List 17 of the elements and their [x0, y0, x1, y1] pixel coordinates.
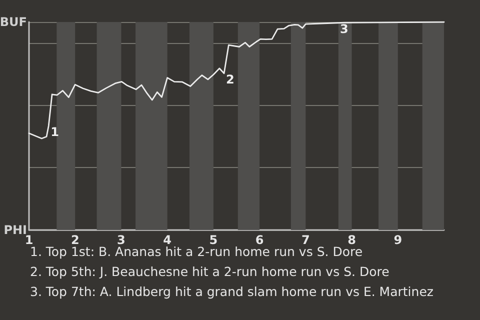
x-tick-label: 1 [24, 233, 34, 247]
text: PHI [4, 223, 27, 237]
text: 1. Top 1st: B. Ananas hit a 2-run home run vs S. Dore [30, 244, 363, 259]
text: 3. Top 7th: A. Lindberg hit a grand slam home run vs E. Martinez [30, 284, 434, 299]
annotation: 2 [226, 72, 234, 86]
annotation: 3 [340, 22, 348, 36]
x-tick-label: 5 [209, 233, 218, 247]
x-tick-label: 3 [117, 233, 126, 247]
x-tick-label: 7 [301, 233, 310, 247]
text: BUF [0, 15, 27, 29]
x-tick-label: 9 [394, 233, 402, 247]
annotation: 1 [50, 125, 59, 139]
x-tick-label: 6 [255, 233, 264, 247]
x-tick-label: 8 [348, 233, 356, 247]
x-tick-label: 4 [163, 233, 172, 247]
text: 2. Top 5th: J. Beauchesne hit a 2-run home run vs S. Dore [30, 264, 390, 279]
x-tick-label: 2 [70, 233, 80, 247]
